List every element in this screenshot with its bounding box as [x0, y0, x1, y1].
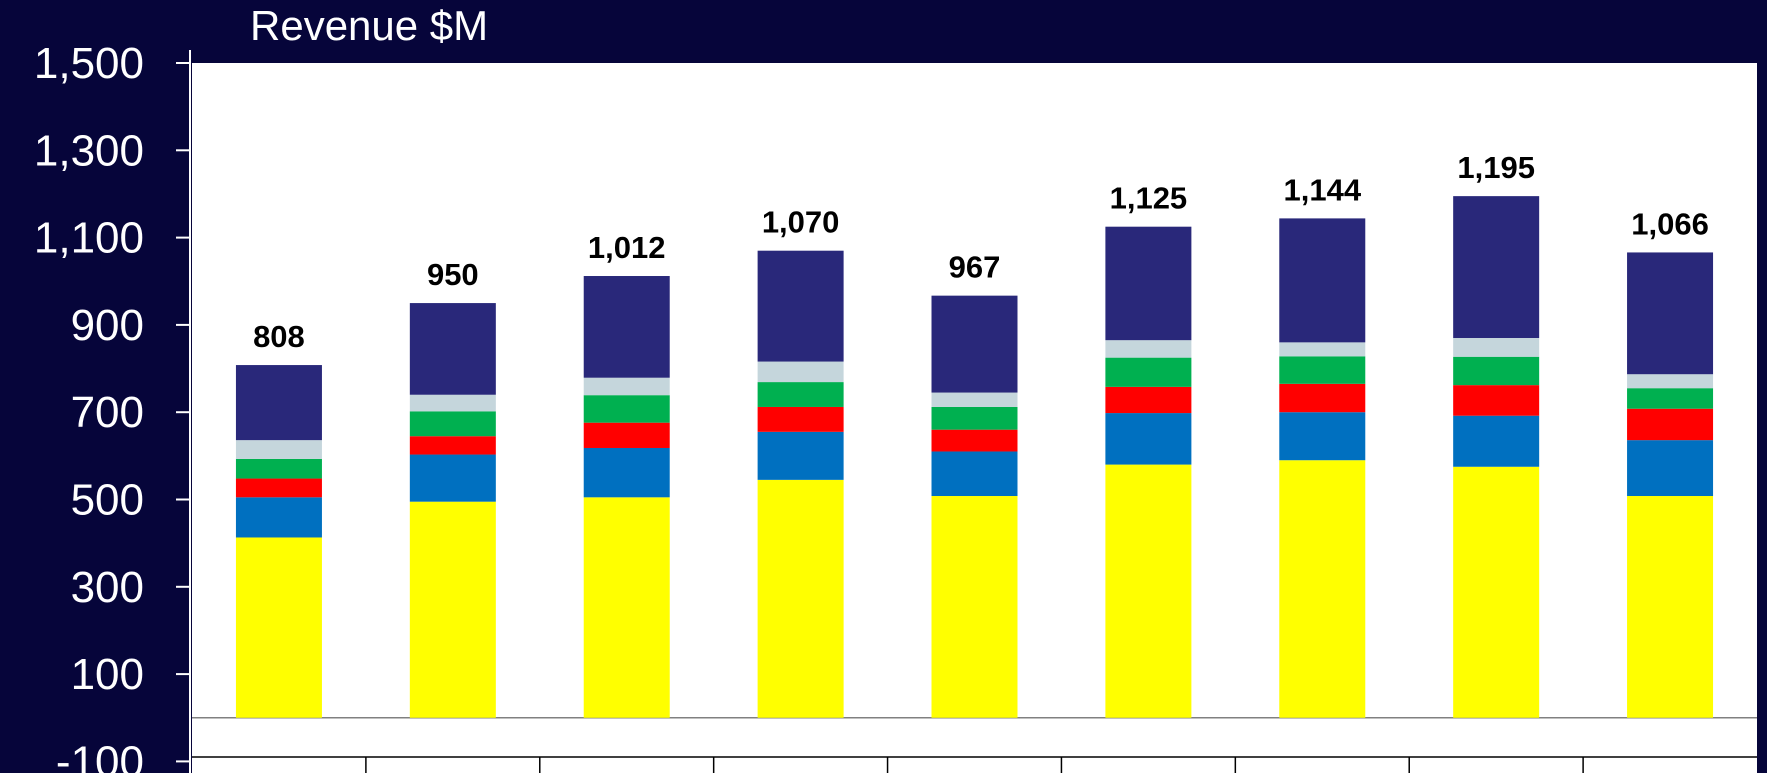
bar-segment [931, 392, 1018, 407]
total-label: 1,125 [1110, 181, 1188, 216]
bar-segment [235, 458, 322, 479]
bar-segment [409, 454, 496, 502]
bar-segment [1105, 226, 1192, 341]
bar-segment [409, 436, 496, 455]
total-label: 1,195 [1457, 150, 1535, 185]
bar-segment [583, 447, 670, 498]
bar-segment [583, 395, 670, 423]
x-axis [192, 756, 1757, 773]
bar-segment [1105, 340, 1192, 358]
bar-segment [1627, 496, 1714, 718]
bars-layer [235, 196, 1714, 718]
total-label: 1,066 [1631, 206, 1709, 241]
total-label: 1,070 [762, 205, 840, 240]
y-tick-label: 1,500 [34, 39, 144, 88]
bar-segment [757, 431, 844, 480]
bar-segment [1453, 356, 1540, 386]
bar-segment [235, 497, 322, 538]
bar-segment [583, 422, 670, 448]
bar-segment [1453, 466, 1540, 718]
y-tick-label: -100 [56, 737, 144, 773]
bar-segment [757, 361, 844, 383]
y-axis: -100 100 300 500 700 900 1,100 1,300 1,500 [34, 39, 191, 773]
total-label: 1,144 [1283, 172, 1361, 207]
y-tick-label: 1,300 [34, 126, 144, 175]
y-tick-label: 1,100 [34, 214, 144, 263]
bar-segment [235, 537, 322, 718]
bar-segment [1453, 385, 1540, 416]
bar-segment [235, 365, 322, 441]
bar-segment [757, 250, 844, 362]
y-tick-label: 700 [71, 388, 144, 437]
bar-segment [757, 406, 844, 432]
bar-segment [409, 303, 496, 395]
total-label: 1,012 [588, 230, 666, 265]
total-label: 808 [253, 319, 305, 354]
bar-segment [757, 479, 844, 718]
bar-segment [1279, 460, 1366, 718]
bar-segment [931, 429, 1018, 452]
bar-segment [583, 497, 670, 718]
bar-segment [1627, 408, 1714, 441]
bar-segment [1627, 374, 1714, 389]
bar-segment [1627, 440, 1714, 497]
bar-segment [931, 496, 1018, 718]
bar-segment [583, 377, 670, 396]
y-tick-label: 900 [71, 301, 144, 350]
bar-segment [1105, 464, 1192, 718]
bar-segment [931, 451, 1018, 497]
data-labels-layer: 808 950 1,012 1,070 967 1,125 1,144 1,195 1,066 [253, 150, 1709, 354]
bar-segment [1105, 386, 1192, 414]
bar-segment [409, 394, 496, 412]
y-tick-label: 100 [71, 650, 144, 699]
bar-segment [1453, 337, 1540, 357]
bar-segment [1279, 356, 1366, 384]
bar-segment [757, 382, 844, 407]
bar-segment [1279, 412, 1366, 461]
bar-segment [1279, 218, 1366, 343]
bar-segment [1279, 383, 1366, 413]
bar-segment [1627, 388, 1714, 409]
total-label: 950 [427, 257, 479, 292]
bar-segment [235, 478, 322, 498]
bar-segment [409, 411, 496, 437]
bar-segment [583, 276, 670, 378]
y-tick-label: 300 [71, 563, 144, 612]
bar-segment [1453, 196, 1540, 338]
y-tick-label: 500 [71, 476, 144, 525]
bar-segment [1279, 342, 1366, 357]
bar-segment [931, 406, 1018, 430]
bar-segment [409, 501, 496, 718]
bar-segment [235, 440, 322, 459]
bar-segment [1105, 413, 1192, 465]
chart-title: Revenue $M [250, 2, 488, 49]
bar-segment [1627, 252, 1714, 375]
bar-segment [931, 295, 1018, 393]
bar-segment [1453, 415, 1540, 467]
total-label: 967 [949, 250, 1001, 285]
bar-segment [1105, 357, 1192, 387]
